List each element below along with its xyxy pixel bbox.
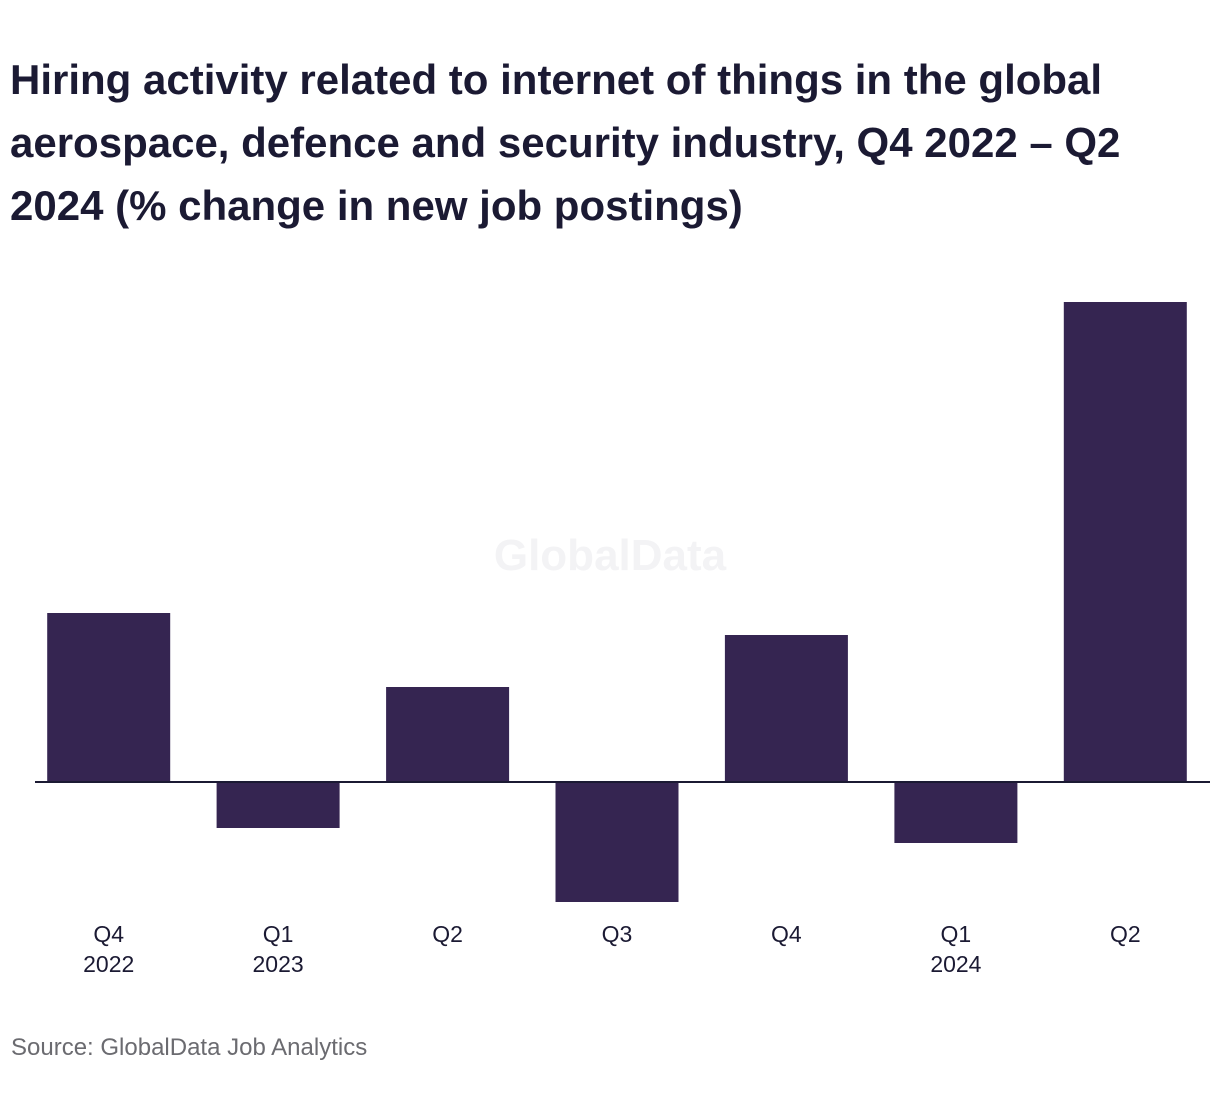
x-tick-year-label: 2022: [83, 951, 134, 977]
x-tick-quarter-label: Q2: [432, 921, 463, 947]
x-tick-quarter-label: Q1: [941, 921, 972, 947]
watermark: GlobalData: [494, 531, 727, 580]
chart-title: Hiring activity related to internet of t…: [10, 56, 1121, 229]
x-tick-quarter-label: Q1: [263, 921, 294, 947]
x-tick-quarter-label: Q2: [1110, 921, 1141, 947]
bar-q1-2024-5: [894, 782, 1018, 843]
x-tick-quarter-label: Q4: [771, 921, 802, 947]
bar-q2-6: [1063, 302, 1187, 782]
x-tick-quarter-label: Q4: [93, 921, 124, 947]
source-note: Source: GlobalData Job Analytics: [11, 1034, 368, 1061]
bars-group: [47, 302, 1187, 902]
bar-q1-2023-1: [216, 782, 340, 828]
x-tick-year-label: 2024: [930, 951, 981, 977]
bar-q4-2022-0: [47, 613, 171, 782]
bar-q2-2: [386, 687, 510, 782]
bar-q3-3: [555, 782, 679, 902]
x-tick-quarter-label: Q3: [602, 921, 633, 947]
x-tick-year-label: 2023: [253, 951, 304, 977]
bar-q4-4: [724, 635, 848, 782]
x-axis-ticks: Q4 2022 Q1 2023 Q2 Q3 Q4 Q1 2024 Q2: [83, 921, 1141, 977]
